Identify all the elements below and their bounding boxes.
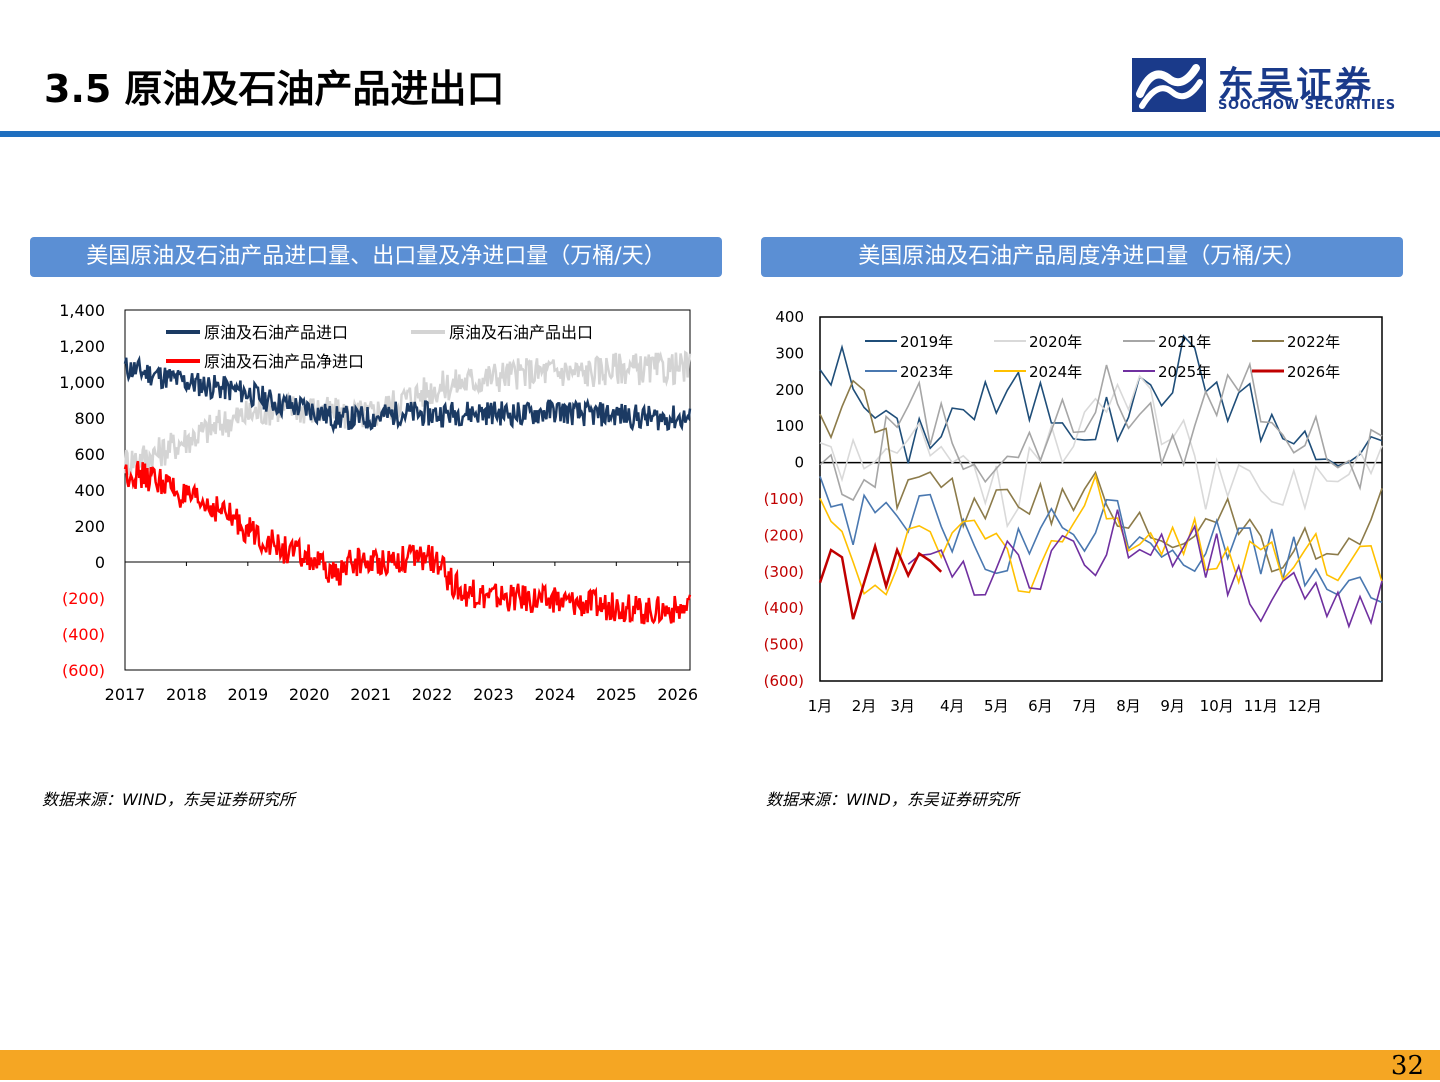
right-y-tick-label: (500) [764, 636, 804, 654]
left-chart-title: 美国原油及石油产品进口量、出口量及净进口量（万桶/天） [30, 237, 722, 277]
right-series-line-5 [819, 473, 1383, 596]
left-series-line-2 [123, 460, 692, 625]
right-x-tick-label: 10月 [1200, 697, 1234, 715]
right-source-note: 数据来源：WIND，东吴证券研究所 [766, 790, 1019, 809]
left-x-tick-label: 2026 [657, 685, 698, 704]
right-y-tick-label: (300) [764, 563, 804, 581]
left-series-line-1 [123, 350, 692, 475]
right-legend-label: 2022年 [1287, 333, 1340, 351]
right-series-line-7 [818, 541, 943, 620]
footer-bar: 32 [0, 1050, 1440, 1081]
right-series-line-4 [819, 476, 1383, 604]
right-x-tick-label: 12月 [1288, 697, 1322, 715]
right-legend-label: 2026年 [1287, 363, 1340, 381]
left-x-tick-label: 2019 [227, 685, 268, 704]
left-y-tick-label: 1,400 [59, 301, 105, 320]
right-legend-label: 2023年 [900, 363, 953, 381]
left-y-tick-label: 600 [74, 445, 105, 464]
left-legend-label: 原油及石油产品净进口 [204, 352, 364, 371]
left-y-tick-label: (600) [62, 661, 105, 680]
right-x-tick-label: 1月 [808, 697, 833, 715]
company-logo: 东吴证券 SOOCHOW SECURITIES [1130, 56, 1410, 116]
left-x-tick-label: 2025 [596, 685, 637, 704]
right-series-line-6 [907, 509, 1383, 629]
right-y-tick-label: 100 [775, 417, 804, 435]
weekly-net-import-chart: 400 300 200 100 0 (100) (200) (300) (400) (500) (6… [764, 308, 1383, 715]
left-y-tick-label: 200 [74, 517, 105, 536]
right-x-tick-label: 4月 [940, 697, 965, 715]
right-x-tick-label: 5月 [984, 697, 1009, 715]
right-y-tick-label: (200) [764, 526, 804, 544]
right-legend-label: 2019年 [900, 333, 953, 351]
page-number: 32 [1390, 1051, 1424, 1081]
right-x-tick-label: 9月 [1160, 697, 1185, 715]
left-x-tick-label: 2018 [166, 685, 207, 704]
right-legend-label: 2025年 [1158, 363, 1211, 381]
left-y-tick-label: (200) [62, 589, 105, 608]
right-y-tick-label: (100) [764, 490, 804, 508]
left-x-tick-label: 2023 [473, 685, 514, 704]
right-y-tick-label: 200 [775, 381, 804, 399]
right-legend-label: 2021年 [1158, 333, 1211, 351]
right-x-tick-label: 7月 [1072, 697, 1097, 715]
left-y-tick-label: 1,000 [59, 373, 105, 392]
left-series-line-0 [123, 354, 692, 435]
right-x-tick-label: 8月 [1116, 697, 1141, 715]
left-y-tick-label: 1,200 [59, 337, 105, 356]
right-legend-label: 2024年 [1029, 363, 1082, 381]
right-legend-label: 2020年 [1029, 333, 1082, 351]
header-divider [0, 131, 1440, 137]
right-x-tick-label: 3月 [890, 697, 915, 715]
logo-english-name: SOOCHOW SECURITIES [1218, 98, 1396, 113]
left-x-tick-label: 2022 [412, 685, 453, 704]
right-series-line-2 [819, 361, 1383, 502]
logo-chinese-name: 东吴证券 [1218, 65, 1375, 106]
left-x-tick-label: 2017 [105, 685, 146, 704]
right-x-tick-label: 11月 [1244, 697, 1278, 715]
left-y-tick-label: (400) [62, 625, 105, 644]
right-x-tick-label: 6月 [1028, 697, 1053, 715]
left-y-tick-label: 0 [95, 553, 105, 572]
right-series-line-0 [819, 334, 1383, 467]
import-export-chart: 1,400 1,200 1,000 800 600 400 200 0 (200) (400) (6… [59, 301, 698, 704]
soochow-logo-icon [1132, 58, 1206, 112]
right-series-line-1 [819, 374, 1383, 529]
right-x-tick-label: 2月 [852, 697, 877, 715]
right-chart-title: 美国原油及石油产品周度净进口量（万桶/天） [761, 237, 1403, 277]
left-y-tick-label: 400 [74, 481, 105, 500]
left-y-tick-label: 800 [74, 409, 105, 428]
right-y-tick-label: 400 [775, 308, 804, 326]
page-title: 3.5 原油及石油产品进出口 [44, 67, 505, 111]
right-y-tick-label: 0 [794, 454, 804, 472]
right-y-tick-label: (600) [764, 672, 804, 690]
right-y-tick-label: (400) [764, 599, 804, 617]
left-x-tick-label: 2024 [535, 685, 576, 704]
left-plot-frame [124, 309, 691, 671]
right-y-tick-label: 300 [775, 344, 804, 362]
left-source-note: 数据来源：WIND，东吴证券研究所 [42, 790, 295, 809]
left-x-tick-label: 2021 [350, 685, 391, 704]
left-legend-label: 原油及石油产品出口 [449, 323, 593, 342]
left-x-tick-label: 2020 [289, 685, 330, 704]
left-legend-label: 原油及石油产品进口 [204, 323, 348, 342]
